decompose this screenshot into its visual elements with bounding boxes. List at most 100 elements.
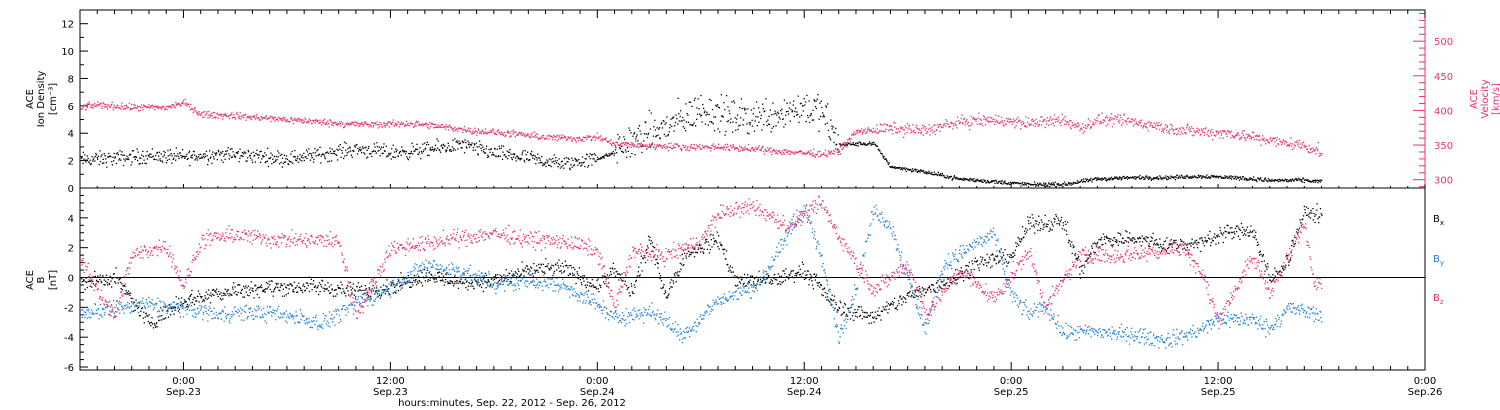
bx-point bbox=[129, 292, 132, 294]
ion-density-point bbox=[534, 155, 536, 157]
velocity-point bbox=[397, 121, 400, 123]
bx-point bbox=[687, 250, 690, 252]
velocity-point bbox=[1085, 127, 1087, 129]
ion-density-point bbox=[1157, 178, 1159, 181]
velocity-point bbox=[142, 109, 144, 111]
ion-density-point bbox=[1004, 182, 1006, 184]
ion-density-point bbox=[355, 144, 357, 146]
velocity-point bbox=[836, 151, 838, 153]
velocity-point bbox=[1011, 123, 1013, 125]
velocity-point bbox=[329, 120, 331, 122]
ion-density-point bbox=[1202, 176, 1204, 178]
bx-point bbox=[727, 263, 729, 266]
ion-density-point bbox=[593, 158, 595, 160]
velocity-point bbox=[125, 104, 128, 106]
ion-density-point bbox=[521, 154, 523, 156]
bx-point bbox=[465, 281, 467, 283]
ion-density-point bbox=[295, 160, 298, 162]
bx-point bbox=[421, 272, 423, 274]
bx-point bbox=[601, 277, 603, 279]
ion-density-point bbox=[1040, 184, 1042, 186]
velocity-point bbox=[128, 102, 131, 104]
velocity-point bbox=[332, 124, 334, 127]
velocity-point bbox=[313, 119, 315, 122]
ion-density-point bbox=[1125, 177, 1127, 179]
velocity-point bbox=[1003, 125, 1005, 127]
bx-point bbox=[772, 282, 774, 285]
velocity-point bbox=[419, 123, 421, 125]
ion-density-point bbox=[126, 158, 128, 160]
velocity-point bbox=[476, 132, 479, 134]
ion-density-point bbox=[1319, 179, 1321, 181]
velocity-point bbox=[1188, 130, 1191, 132]
bx-point bbox=[293, 291, 295, 293]
ion-density-point bbox=[497, 156, 499, 158]
ion-density-point bbox=[531, 155, 533, 157]
bx-point bbox=[126, 291, 128, 293]
velocity-point bbox=[952, 122, 954, 124]
ion-density-point bbox=[1209, 177, 1211, 179]
ion-density-point bbox=[1282, 180, 1284, 182]
velocity-point bbox=[817, 151, 819, 153]
bx-point bbox=[638, 266, 640, 268]
velocity-point bbox=[1045, 120, 1047, 122]
velocity-point bbox=[846, 141, 848, 144]
ion-density-point bbox=[976, 178, 978, 180]
velocity-point bbox=[1284, 143, 1286, 145]
velocity-point bbox=[1088, 124, 1090, 126]
velocity-point bbox=[984, 124, 987, 126]
bx-point bbox=[351, 293, 353, 295]
bx-point bbox=[588, 285, 591, 287]
velocity-point bbox=[232, 114, 235, 116]
ion-density-point bbox=[1259, 178, 1261, 180]
velocity-point bbox=[715, 147, 717, 149]
ion-density-point bbox=[941, 172, 943, 174]
velocity-point bbox=[622, 142, 624, 144]
velocity-point bbox=[123, 108, 125, 110]
ion-density-point bbox=[809, 121, 811, 124]
bx-point bbox=[98, 276, 100, 278]
velocity-point bbox=[580, 139, 582, 141]
velocity-point bbox=[1258, 135, 1260, 138]
ion-density-point bbox=[607, 155, 609, 157]
ion-density-point bbox=[407, 157, 409, 160]
velocity-point bbox=[315, 118, 317, 121]
velocity-point bbox=[384, 122, 386, 124]
ion-density-point bbox=[364, 153, 366, 155]
ion-density-point bbox=[788, 107, 790, 109]
bx-point bbox=[253, 297, 255, 299]
ion-density-point bbox=[836, 143, 838, 145]
bx-point bbox=[287, 284, 290, 286]
ion-density-point bbox=[619, 148, 622, 150]
velocity-point bbox=[539, 137, 541, 139]
velocity-point bbox=[410, 122, 412, 125]
velocity-point bbox=[299, 118, 301, 120]
velocity-point bbox=[551, 136, 553, 138]
bx-point bbox=[648, 239, 650, 241]
ion-density-point bbox=[262, 156, 264, 158]
ion-density-point bbox=[250, 157, 252, 159]
bx-point bbox=[167, 310, 169, 312]
ion-density-point bbox=[687, 114, 689, 116]
bx-point bbox=[499, 283, 501, 285]
velocity-point bbox=[391, 123, 393, 125]
ion-density-point bbox=[151, 156, 153, 158]
ion-density-point bbox=[688, 101, 690, 103]
velocity-point bbox=[1151, 124, 1153, 127]
bx-point bbox=[438, 275, 440, 278]
velocity-point bbox=[253, 115, 255, 117]
velocity-point bbox=[840, 153, 842, 155]
ion-density-point bbox=[556, 159, 558, 162]
ion-density-point bbox=[470, 144, 473, 146]
ion-density-point bbox=[1062, 183, 1065, 185]
ion-density-point bbox=[1236, 175, 1238, 178]
velocity-point bbox=[1303, 146, 1305, 148]
bx-point bbox=[317, 285, 319, 287]
velocity-point bbox=[1017, 116, 1019, 118]
bx-point bbox=[746, 277, 748, 279]
ion-density-point bbox=[1149, 177, 1151, 180]
bx-point bbox=[782, 280, 784, 283]
ion-density-point bbox=[699, 113, 701, 115]
velocity-point bbox=[97, 101, 99, 103]
ion-density-point bbox=[852, 142, 854, 144]
